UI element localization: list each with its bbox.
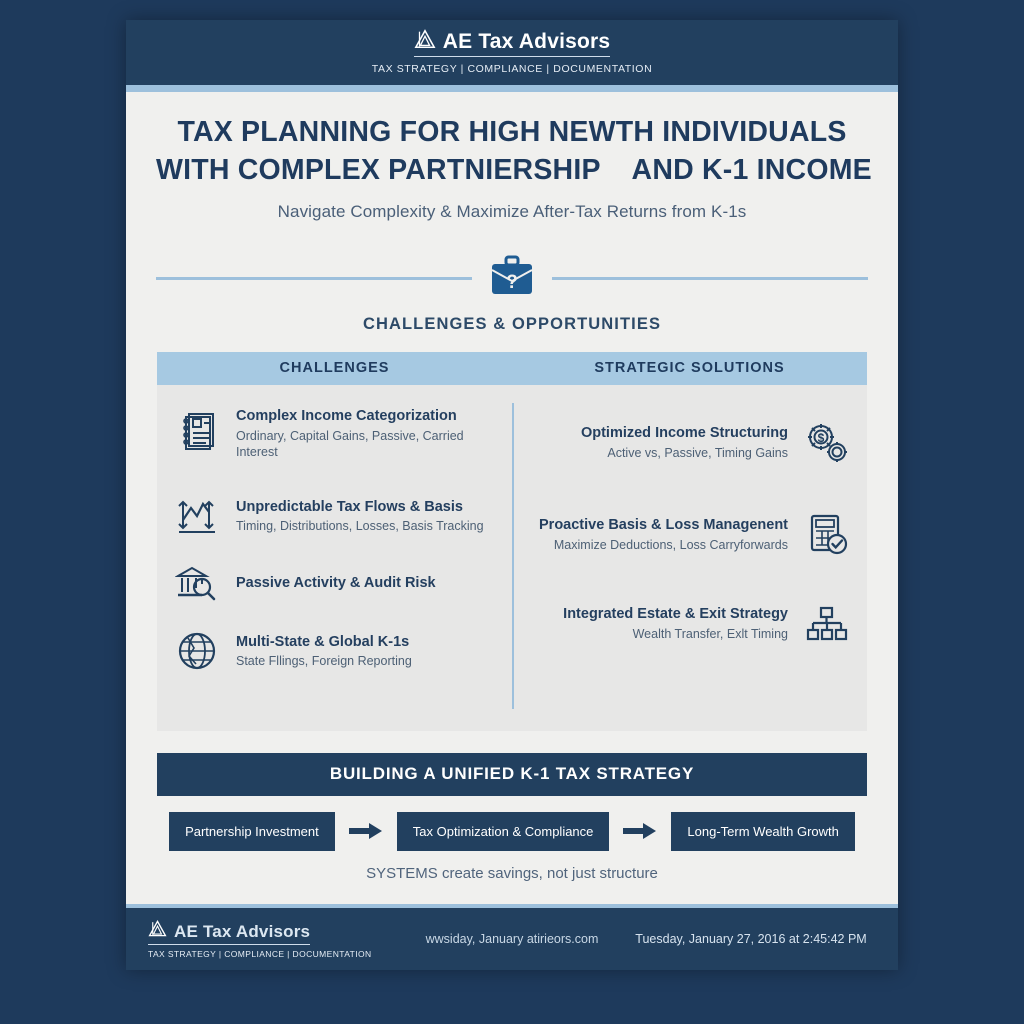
footer-brand-tagline: TAX STRATEGY | COMPLIANCE | DOCUMENTATIO… — [148, 949, 372, 959]
panel-body: Complex Income Categorization Ordinary, … — [157, 385, 867, 717]
solution-title: Optimized Income Structuring — [580, 425, 788, 442]
flow-step-3: Long-Term Wealth Growth — [671, 811, 855, 851]
strategy-banner: BUILDING A UNIFIED K-1 TAX STRATEGY — [157, 752, 867, 796]
challenge-subtitle: State Fllings, Foreign Reporting — [236, 654, 412, 669]
solutions-column: $ Optimized Income Structuring Active vs… — [512, 397, 867, 717]
page-title-line-1: TAX PLANNING FOR HIGH NEWTH INDIVIDUALS — [177, 116, 847, 148]
divider-rule-left — [156, 276, 472, 280]
footer-brand: AE Tax Advisors TAX STRATEGY | COMPLIANC… — [126, 919, 408, 959]
page-subtitle: Navigate Complexity & Maximize After-Tax… — [277, 201, 747, 221]
challenge-subtitle: Ordinary, Capital Gains, Passive, Carrie… — [236, 428, 464, 459]
brand-name: AE Tax Advisors — [442, 30, 611, 53]
solution-item: $ Optimized Income Structuring Active vs… — [526, 421, 853, 465]
solution-item: Proactive Basis & Loss Managenent Maximi… — [526, 513, 853, 557]
solution-subtitle: Wealth Transfer, Exlt Timing — [632, 627, 788, 642]
solution-item: Integrated Estate & Exit Strategy Wealth… — [526, 605, 853, 643]
solution-title: Integrated Estate & Exit Strategy — [563, 606, 788, 623]
title-block: TAX PLANNING FOR HIGH NEWTH INDIVIDUALS … — [126, 92, 898, 222]
header-accent-strip — [126, 85, 898, 92]
challenges-column: Complex Income Categorization Ordinary, … — [157, 397, 512, 717]
svg-text:$: $ — [818, 431, 825, 445]
flow-step-1: Partnership Investment — [169, 811, 335, 851]
svg-text:?: ? — [506, 272, 518, 293]
footer-website: wwsiday, January atirieors.com — [425, 932, 599, 946]
notebook-document-icon — [171, 411, 223, 455]
strategy-footnote: SYSTEMS create savings, not just structu… — [366, 864, 658, 882]
arrow-right-icon — [348, 822, 383, 840]
challenge-item: Unpredictable Tax Flows & Basis Timing, … — [171, 496, 498, 536]
calculator-check-icon — [801, 513, 853, 557]
footer-timestamp: Tuesday, January 27, 2016 at 2:45:42 PM — [635, 932, 867, 946]
footer-brand-name: AE Tax Advisors — [174, 921, 311, 941]
challenge-title: Multi-State & Global K-1s — [236, 633, 410, 650]
panel-header-row: CHALLENGES STRATEGIC SOLUTIONS — [157, 351, 867, 385]
footer-bar: AE Tax Advisors TAX STRATEGY | COMPLIANC… — [126, 904, 898, 970]
challenge-item: Complex Income Categorization Ordinary, … — [171, 407, 498, 460]
solution-subtitle: Active vs, Passive, Timing Gains — [607, 446, 788, 461]
solution-subtitle: Maximize Deductions, Loss Carryforwards — [553, 538, 788, 553]
infographic-poster: AE Tax Advisors TAX STRATEGY | COMPLIANC… — [126, 20, 898, 970]
strategy-flow: Partnership Investment Tax Optimization … — [157, 796, 867, 851]
arrow-right-icon — [623, 822, 657, 840]
panel-header-solutions: STRATEGIC SOLUTIONS — [594, 359, 785, 376]
column-divider — [512, 402, 514, 709]
challenge-subtitle: Timing, Distributions, Losses, Basis Tra… — [236, 519, 484, 534]
briefcase-question-icon: ? — [488, 254, 536, 303]
page-title-line-2: WITH COMPLEX PARTNIERSHIP AND K-1 INCOME — [156, 153, 872, 186]
brand-lockup: AE Tax Advisors — [413, 28, 611, 57]
org-chart-hierarchy-icon — [801, 605, 853, 643]
section-heading: CHALLENGES & OPPORTUNITIES — [362, 314, 662, 333]
brand-tagline: TAX STRATEGY | COMPLIANCE | DOCUMENTATIO… — [371, 63, 653, 75]
gears-dollar-icon: $ — [801, 421, 853, 465]
header-brand-bar: AE Tax Advisors TAX STRATEGY | COMPLIANC… — [126, 20, 898, 85]
challenge-item: Multi-State & Global K-1s State Fllings,… — [171, 630, 498, 672]
globe-icon — [171, 630, 223, 672]
strategy-section: BUILDING A UNIFIED K-1 TAX STRATEGY Part… — [157, 752, 867, 882]
panel-header-challenges: CHALLENGES — [279, 359, 390, 376]
challenge-title: Unpredictable Tax Flows & Basis — [236, 498, 463, 515]
bank-magnifier-audit-icon — [171, 564, 223, 604]
challenge-item: Passive Activity & Audit Risk — [171, 564, 498, 604]
triangle-mountain-logo-icon — [414, 28, 436, 55]
triangle-mountain-logo-icon — [148, 919, 167, 943]
divider-rule-right — [552, 276, 868, 280]
volatility-arrows-chart-icon — [171, 496, 223, 536]
challenges-solutions-panel: CHALLENGES STRATEGIC SOLUTIONS — [157, 351, 867, 731]
solution-title: Proactive Basis & Loss Managenent — [539, 517, 788, 534]
challenge-title: Passive Activity & Audit Risk — [236, 574, 436, 591]
challenge-title: Complex Income Categorization — [236, 407, 457, 424]
section-divider: ? — [126, 254, 898, 303]
footer-brand-lockup: AE Tax Advisors — [148, 919, 311, 945]
header-brand: AE Tax Advisors TAX STRATEGY | COMPLIANC… — [126, 28, 898, 75]
flow-step-2: Tax Optimization & Compliance — [396, 811, 610, 851]
